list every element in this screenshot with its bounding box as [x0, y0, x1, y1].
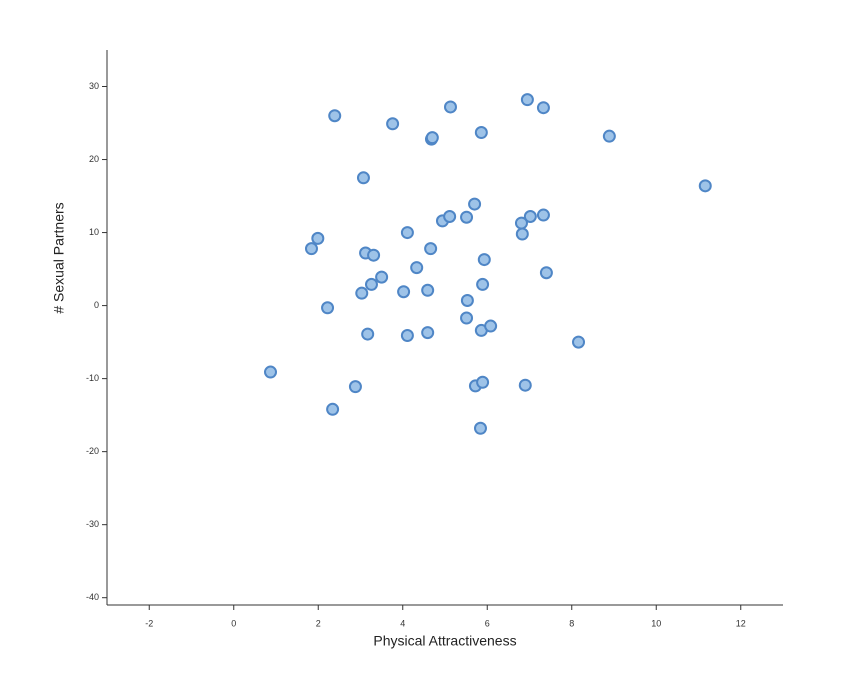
- scatter-point: [536, 101, 550, 115]
- scatter-point: [367, 248, 381, 262]
- scatter-point: [518, 378, 532, 392]
- scatter-point: [443, 210, 457, 223]
- scatter-point: [476, 277, 490, 291]
- scatter-point: [326, 402, 340, 416]
- y-tick-label: -10: [86, 373, 99, 383]
- scatter-point: [361, 327, 375, 341]
- scatter-point: [386, 117, 400, 131]
- scatter-point: [321, 301, 335, 315]
- scatter-point: [311, 231, 325, 245]
- scatter-point: [328, 109, 342, 123]
- scatter-point: [400, 329, 414, 343]
- x-tick-label: 12: [736, 618, 746, 628]
- scatter-point: [443, 100, 457, 114]
- x-tick-label: -2: [145, 618, 153, 628]
- scatter-point: [364, 277, 378, 291]
- scatter-point: [515, 227, 529, 241]
- scatter-point: [484, 319, 498, 333]
- scatter-point: [474, 126, 488, 140]
- scatter-point: [424, 242, 438, 256]
- x-tick-label: 8: [569, 618, 574, 628]
- x-tick-label: 0: [231, 618, 236, 628]
- scatter-point: [304, 242, 318, 256]
- scatter-point: [602, 129, 616, 143]
- scatter-point: [460, 293, 474, 307]
- y-tick-label: 10: [89, 227, 99, 237]
- scatter-point: [375, 270, 389, 284]
- scatter-point: [400, 226, 414, 240]
- x-tick-label: 2: [316, 618, 321, 628]
- scatter-point: [536, 208, 550, 222]
- scatter-point: [698, 179, 712, 193]
- scatter-point: [410, 261, 424, 275]
- x-tick-label: 10: [651, 618, 661, 628]
- x-tick-label: 4: [400, 618, 405, 628]
- scatter-point: [348, 380, 362, 394]
- y-tick-label: -40: [86, 592, 99, 602]
- scatter-point: [468, 197, 482, 211]
- y-axis-title: # Sexual Partners: [51, 202, 67, 313]
- scatter-point: [572, 335, 586, 349]
- scatter-point: [425, 131, 439, 145]
- scatter-point: [356, 171, 370, 185]
- scatter-point: [523, 210, 537, 223]
- x-tick-label: 6: [485, 618, 490, 628]
- scatter-point: [421, 283, 435, 297]
- scatter-point: [477, 253, 491, 267]
- scatter-point: [539, 266, 553, 280]
- y-tick-label: 0: [94, 300, 99, 310]
- scatter-point: [460, 210, 474, 224]
- y-tick-label: -30: [86, 519, 99, 529]
- scatter-point: [520, 93, 534, 107]
- y-tick-label: -20: [86, 446, 99, 456]
- scatter-point: [397, 285, 411, 299]
- y-tick-label: 20: [89, 154, 99, 164]
- scatter-point: [355, 286, 369, 300]
- scatter-point: [264, 365, 278, 379]
- scatter-point: [476, 375, 490, 389]
- scatter-point: [473, 421, 487, 435]
- scatter-point: [460, 311, 474, 325]
- scatter-point: [421, 326, 435, 340]
- x-axis-title: Physical Attractiveness: [373, 633, 516, 649]
- y-tick-label: 30: [89, 81, 99, 91]
